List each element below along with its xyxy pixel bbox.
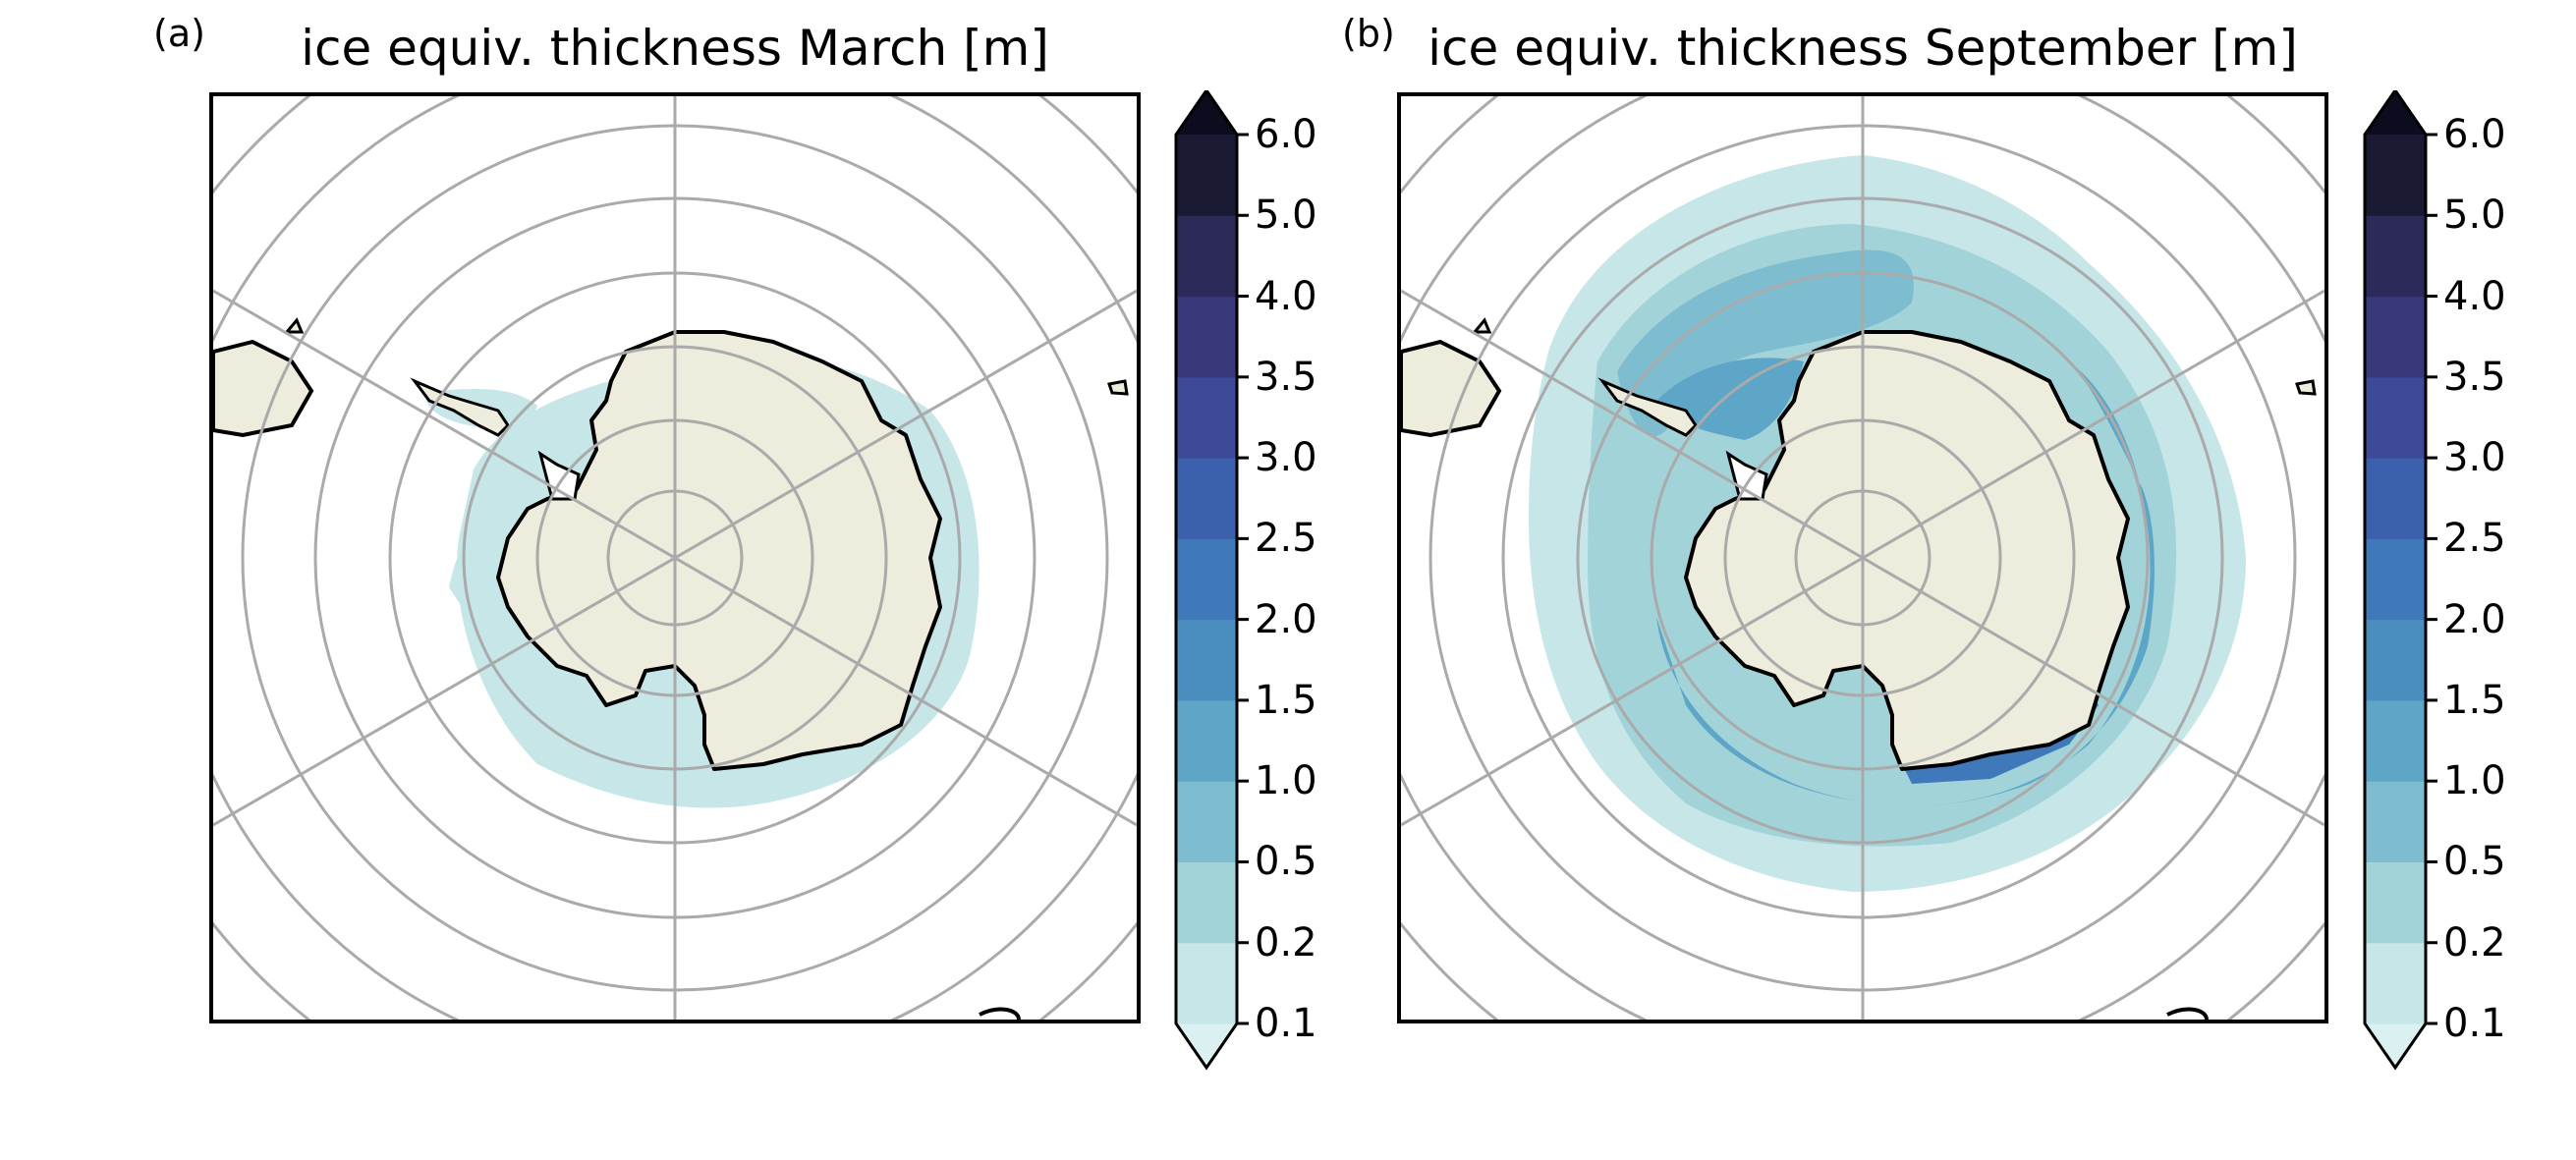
panel-b-title: ice equiv. thickness September [m]	[1428, 20, 2298, 77]
colorbar-segment	[2365, 699, 2426, 782]
colorbar-tick-label-b: 4.0	[2443, 273, 2506, 319]
colorbar-segment	[2365, 135, 2426, 216]
colorbar-tick-label-a: 5.0	[1255, 193, 1317, 239]
colorbar-tick-label-a: 1.0	[1255, 758, 1317, 804]
colorbar-tick-label-b: 1.5	[2443, 677, 2506, 723]
colorbar-segment	[2365, 376, 2426, 459]
colorbar-tick-label-b: 2.0	[2443, 596, 2506, 642]
colorbar-tick-label-a: 3.0	[1255, 435, 1317, 481]
colorbar-segment	[1176, 215, 1237, 298]
colorbar-segment	[2365, 861, 2426, 944]
colorbar-segment	[2365, 619, 2426, 701]
colorbar-tick-label-a: 0.1	[1255, 1001, 1317, 1046]
colorbar-tick-label-b: 1.0	[2443, 758, 2506, 804]
colorbar-segment	[2365, 942, 2426, 1024]
polar-map-b	[1401, 96, 2324, 1020]
colorbar-segment	[1176, 619, 1237, 701]
colorbar-a	[1174, 90, 1249, 1071]
colorbar-tick-label-a: 0.5	[1255, 839, 1317, 885]
colorbar-segment	[1176, 942, 1237, 1024]
colorbar-tick-label-a: 0.2	[1255, 919, 1317, 966]
colorbar-tick-label-b: 0.2	[2443, 919, 2506, 966]
panel-a-label: (a)	[153, 12, 205, 55]
colorbar-tick-label-a: 2.0	[1255, 596, 1317, 642]
colorbar-over-triangle	[2365, 90, 2426, 135]
colorbar-tick-label-b: 5.0	[2443, 193, 2506, 239]
colorbar-segment	[1176, 135, 1237, 216]
colorbar-tick-label-b: 2.5	[2443, 516, 2506, 562]
colorbar-segment	[1176, 376, 1237, 459]
colorbar-tick-label-a: 6.0	[1255, 112, 1317, 157]
panel-a-title: ice equiv. thickness March [m]	[301, 20, 1049, 77]
colorbar-segment	[1176, 861, 1237, 944]
colorbar-segment	[2365, 781, 2426, 862]
map-panel-a	[209, 92, 1141, 1023]
colorbar-segment	[1176, 781, 1237, 862]
colorbar-segment	[1176, 458, 1237, 539]
map-panel-b	[1397, 92, 2328, 1023]
colorbar-tick-label-b: 3.0	[2443, 435, 2506, 481]
colorbar-tick-label-b: 3.5	[2443, 354, 2506, 400]
colorbar-tick-label-a: 3.5	[1255, 354, 1317, 400]
polar-map-a	[213, 96, 1137, 1020]
colorbar-segment	[1176, 699, 1237, 782]
colorbar-tick-label-a: 4.0	[1255, 273, 1317, 319]
colorbar-over-triangle	[1176, 90, 1237, 135]
colorbar-tick-label-b: 0.5	[2443, 839, 2506, 885]
colorbar-tick-label-a: 2.5	[1255, 516, 1317, 562]
graticule-b	[1401, 96, 2324, 1020]
colorbar-segment	[2365, 296, 2426, 378]
colorbar-b	[2363, 90, 2437, 1071]
colorbar-tick-label-a: 1.5	[1255, 677, 1317, 723]
colorbar-tick-label-b: 6.0	[2443, 112, 2506, 157]
colorbar-segment	[2365, 215, 2426, 298]
colorbar-under-triangle	[1176, 1023, 1237, 1068]
colorbar-segment	[2365, 458, 2426, 539]
panel-b-label: (b)	[1342, 12, 1395, 55]
colorbar-segment	[1176, 538, 1237, 621]
graticule-a	[213, 96, 1137, 1020]
colorbar-segment	[2365, 538, 2426, 621]
colorbar-segment	[1176, 296, 1237, 378]
colorbar-tick-label-b: 0.1	[2443, 1001, 2506, 1046]
colorbar-under-triangle	[2365, 1023, 2426, 1068]
